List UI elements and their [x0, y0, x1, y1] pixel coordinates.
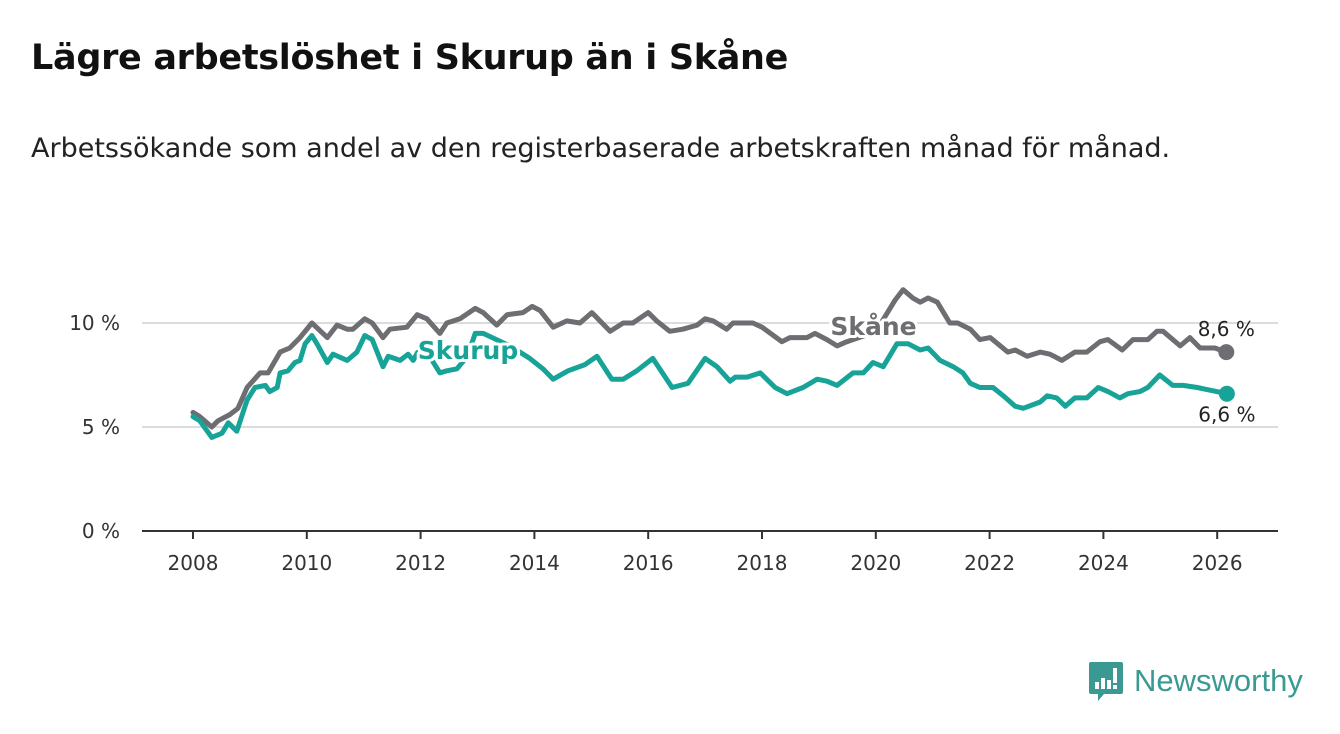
end-value-label: 8,6 %: [1198, 317, 1255, 341]
series-inline-label: Skurup: [418, 336, 518, 365]
x-tick-label: 2010: [281, 551, 332, 575]
newsworthy-logo: Newsworthy: [1088, 660, 1303, 702]
x-tick-label: 2012: [395, 551, 446, 575]
x-tick-label: 2008: [168, 551, 219, 575]
end-value-label: 6,6 %: [1198, 403, 1255, 427]
brand-name: Newsworthy: [1134, 663, 1303, 698]
chart-speech-bubble-icon: [1089, 662, 1123, 701]
x-tick-label: 2022: [964, 551, 1015, 575]
series-line-skane: [190, 287, 1229, 430]
x-tick-label: 2024: [1078, 551, 1129, 575]
chart-title: Lägre arbetslöshet i Skurup än i Skåne: [31, 38, 789, 78]
series-line-skurup: [190, 330, 1230, 440]
y-tick-label: 5 %: [82, 415, 120, 439]
x-tick-label: 2016: [623, 551, 674, 575]
series-inline-label: Skåne: [830, 312, 916, 341]
x-tick-label: 2026: [1192, 551, 1243, 575]
y-tick-label: 10 %: [69, 311, 120, 335]
y-tick-label: 0 %: [82, 519, 120, 543]
chart-subtitle: Arbetssökande som andel av den registerb…: [31, 133, 1171, 164]
end-point-marker: [1218, 344, 1235, 361]
x-tick-label: 2014: [509, 551, 560, 575]
x-tick-label: 2018: [737, 551, 788, 575]
end-point-marker: [1218, 385, 1235, 402]
x-tick-label: 2020: [850, 551, 901, 575]
